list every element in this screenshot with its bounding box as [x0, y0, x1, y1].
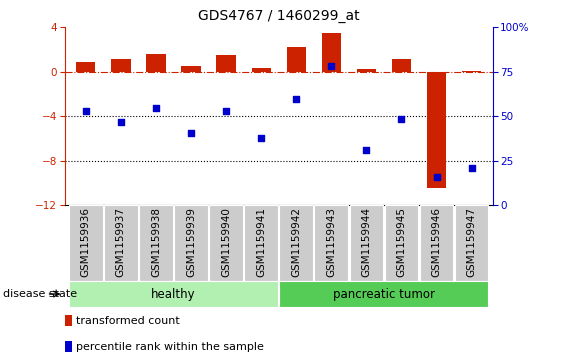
Bar: [385, 205, 418, 281]
Bar: [181, 66, 200, 72]
Point: [81, 108, 90, 114]
Bar: [279, 205, 313, 281]
Point: [397, 117, 406, 122]
Bar: [209, 205, 243, 281]
Point: [151, 106, 160, 111]
Bar: [321, 33, 341, 72]
Text: GSM1159945: GSM1159945: [396, 207, 406, 277]
Text: GSM1159943: GSM1159943: [327, 207, 336, 277]
Text: GSM1159936: GSM1159936: [81, 207, 91, 277]
Bar: [146, 54, 166, 72]
Bar: [427, 72, 446, 188]
Bar: [111, 60, 131, 72]
Point: [362, 147, 371, 152]
Bar: [392, 60, 411, 72]
Point: [117, 119, 126, 125]
Bar: [279, 281, 489, 307]
Bar: [69, 281, 278, 307]
Point: [327, 63, 336, 69]
Text: GSM1159940: GSM1159940: [221, 207, 231, 277]
Bar: [357, 69, 376, 72]
Point: [257, 135, 266, 141]
Bar: [350, 205, 383, 281]
Bar: [139, 205, 173, 281]
Point: [432, 174, 441, 180]
Bar: [252, 68, 271, 72]
Text: disease state: disease state: [3, 289, 77, 299]
Bar: [216, 55, 236, 72]
Text: GSM1159937: GSM1159937: [116, 207, 126, 277]
Text: GDS4767 / 1460299_at: GDS4767 / 1460299_at: [198, 9, 360, 23]
Bar: [419, 205, 453, 281]
Text: healthy: healthy: [151, 287, 196, 301]
Bar: [76, 62, 96, 72]
Bar: [104, 205, 138, 281]
Bar: [65, 341, 72, 351]
Point: [222, 108, 231, 114]
Point: [292, 97, 301, 102]
Bar: [244, 205, 278, 281]
Text: GSM1159947: GSM1159947: [467, 207, 477, 277]
Bar: [65, 315, 72, 326]
Bar: [315, 205, 348, 281]
Text: percentile rank within the sample: percentile rank within the sample: [77, 342, 264, 352]
Text: pancreatic tumor: pancreatic tumor: [333, 287, 435, 301]
Bar: [462, 70, 481, 72]
Text: GSM1159946: GSM1159946: [431, 207, 441, 277]
Bar: [287, 47, 306, 72]
Text: GSM1159944: GSM1159944: [361, 207, 372, 277]
Text: GSM1159939: GSM1159939: [186, 207, 196, 277]
Point: [186, 130, 195, 136]
Point: [467, 166, 476, 171]
Text: GSM1159941: GSM1159941: [256, 207, 266, 277]
Bar: [455, 205, 489, 281]
Text: GSM1159942: GSM1159942: [291, 207, 301, 277]
Bar: [69, 205, 102, 281]
Bar: [174, 205, 208, 281]
Text: transformed count: transformed count: [77, 316, 180, 326]
Text: GSM1159938: GSM1159938: [151, 207, 161, 277]
